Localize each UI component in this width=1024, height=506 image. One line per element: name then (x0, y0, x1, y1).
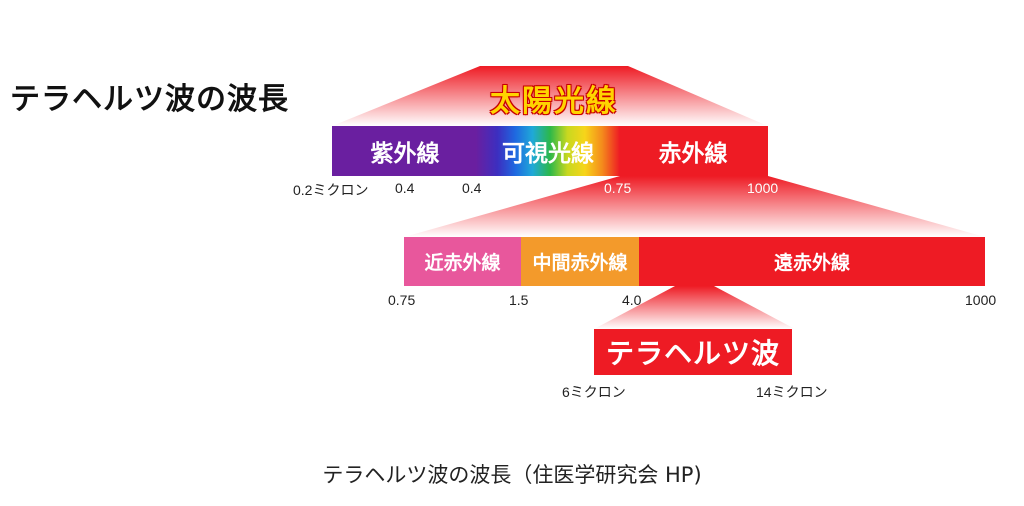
sunlight-label: 太陽光線 (490, 84, 618, 119)
ultraviolet-label: 紫外線 (370, 141, 440, 167)
top-spectrum-band (332, 126, 768, 176)
top-tick-label: 1000 (747, 180, 779, 196)
terahertz-tick-label: 6ミクロン (562, 384, 626, 400)
mid-infrared-band (521, 237, 639, 286)
far-infrared-label: 遠赤外線 (773, 252, 850, 274)
top-tick-label: 0.2ミクロン (293, 182, 369, 198)
near-infrared-label: 近赤外線 (424, 252, 501, 274)
near-infrared-band (404, 237, 521, 286)
terahertz-trapezoid (594, 286, 795, 329)
infrared-tick-label: 1000 (965, 292, 997, 308)
figure-caption: テラヘルツ波の波長（住医学研究会 HP) (322, 463, 702, 487)
page-title: テラヘルツ波の波長 (10, 82, 289, 117)
top-tick-label: 0.75 (604, 180, 632, 196)
far-infrared-band (639, 237, 985, 286)
sunlight-trapezoid (332, 66, 768, 126)
terahertz-label: テラヘルツ波 (605, 337, 780, 370)
top-tick-label: 0.4 (395, 180, 415, 196)
top-tick-label: 0.4 (462, 180, 482, 196)
infrared-tick-label: 0.75 (388, 292, 416, 308)
mid-infrared-label: 中間赤外線 (532, 252, 628, 274)
infrared-tick-label: 1.5 (509, 292, 529, 308)
infrared-tick-label: 4.0 (622, 292, 642, 308)
terahertz-box (594, 329, 792, 375)
infrared-expansion-trapezoid (404, 176, 985, 237)
infrared-label: 赤外線 (658, 141, 728, 167)
terahertz-tick-label: 14ミクロン (756, 384, 828, 400)
visible-light-label: 可視光線 (502, 141, 594, 167)
